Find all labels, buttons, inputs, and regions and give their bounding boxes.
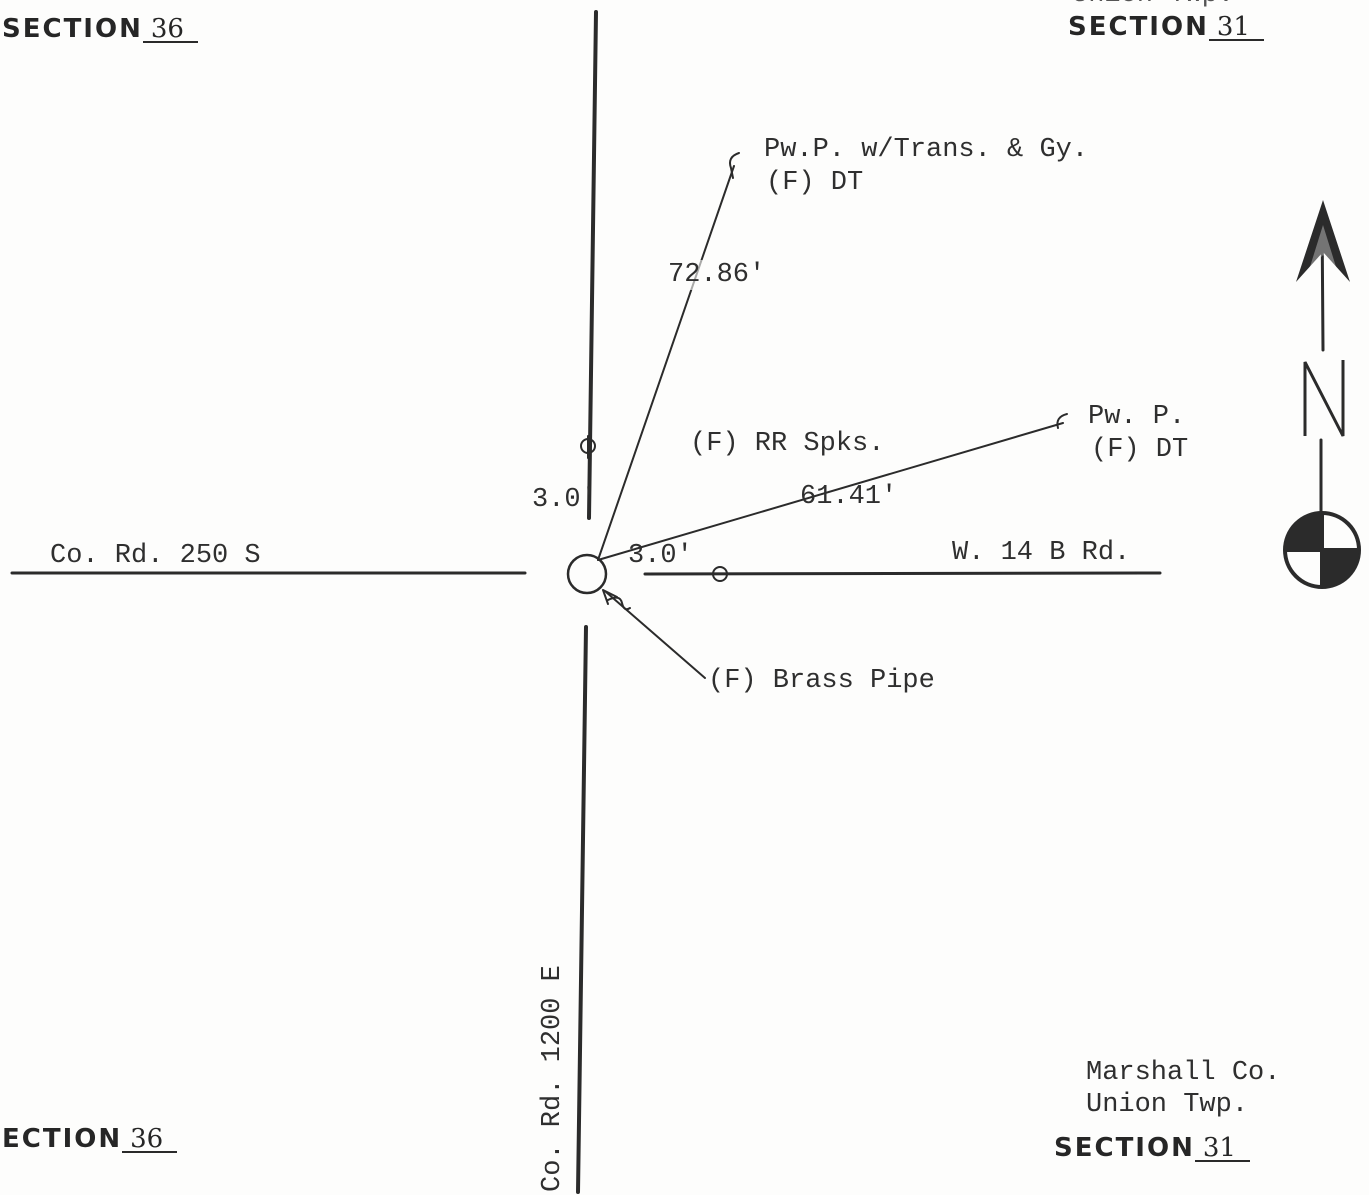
township-label-top-right-cut: Union Twp. (1072, 0, 1234, 10)
east-road-line (643, 571, 1162, 576)
section-word: ECTION (2, 1124, 123, 1154)
section-label-top-right: SECTION 31 (1068, 12, 1264, 42)
road-label-south: Co. Rd. 1200 E (538, 965, 568, 1192)
section-number: 31 (1194, 1135, 1250, 1162)
north-arrow-inner-notch (1309, 225, 1337, 270)
township-label: Union Twp. (1086, 1090, 1249, 1120)
north-pole-found-note: (F) DT (766, 168, 864, 198)
section-word: SECTION (1054, 1133, 1195, 1163)
road-label-west: Co. Rd. 250 S (50, 541, 261, 571)
section-label-top-left: SECTION 36 (2, 14, 198, 44)
east-pole-found-note: (F) DT (1091, 435, 1189, 465)
east-pole-marker (1056, 413, 1068, 429)
north-pole-marker (729, 152, 740, 179)
east-pole-description: Pw. P. (1088, 402, 1186, 432)
south-road-line (576, 625, 588, 1194)
east-offset-distance: 3.0' (628, 541, 693, 571)
section-number: 36 (142, 16, 198, 43)
north-pole-distance: 72.86' (668, 260, 766, 290)
brass-pipe-monument (566, 553, 608, 595)
rr-spikes-label: (F) RR Spks. (690, 429, 885, 459)
corner-fill-nw (1285, 513, 1322, 550)
brass-pipe-label: (F) Brass Pipe (708, 666, 935, 696)
section-word: SECTION (1068, 12, 1209, 42)
east-pole-distance: 61.41' (800, 482, 898, 512)
county-label: Marshall Co. (1086, 1058, 1281, 1088)
section-number: 31 (1208, 14, 1264, 41)
rr-spike-east-marker (712, 566, 728, 582)
section-label-bottom-left: ECTION 36 (2, 1124, 178, 1154)
tie-line-east-pole (597, 422, 1064, 561)
north-road-line (587, 10, 598, 520)
tie-line-north-pole (597, 165, 735, 561)
north-pole-description: Pw.P. w/Trans. & Gy. (764, 135, 1089, 165)
corner-fill-se (1322, 550, 1359, 587)
section-corner-symbol (1283, 511, 1361, 589)
north-arrow-icon (1296, 200, 1350, 282)
brass-pipe-leader-arrow (602, 589, 631, 611)
section-word: SECTION (2, 14, 143, 44)
section-label-bottom-right: SECTION 31 (1054, 1133, 1250, 1163)
section-number: 36 (122, 1126, 178, 1153)
north-offset-distance: 3.0' (532, 485, 597, 515)
road-label-east: W. 14 B Rd. (952, 538, 1131, 568)
